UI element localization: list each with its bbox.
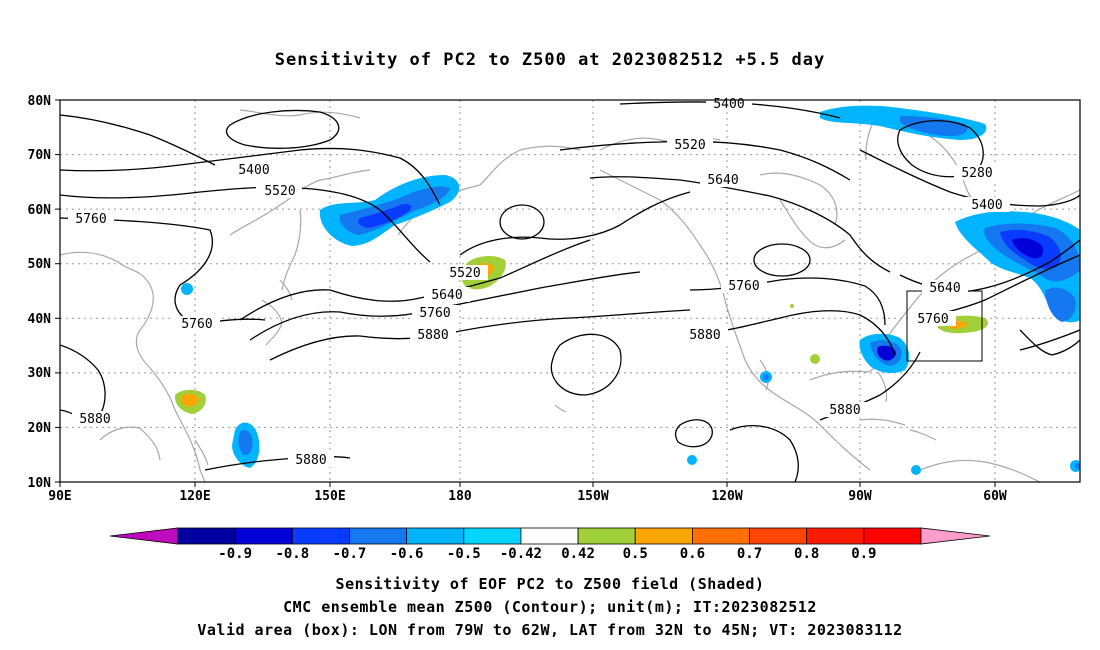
contour-label: 5880	[829, 403, 860, 418]
colorbar-swatch	[749, 527, 808, 545]
contour-label: 5520	[449, 266, 480, 281]
contour-label: 5640	[929, 281, 960, 296]
colorbar-label: -0.8	[275, 546, 309, 562]
lat-label: 20N	[28, 421, 52, 436]
contour-label: 5880	[295, 453, 326, 468]
lon-label: 120W	[711, 489, 742, 504]
colorbar-label: 0.9	[851, 546, 876, 562]
colorbar-swatch	[634, 527, 693, 545]
colorbar-label: 0.8	[794, 546, 819, 562]
colorbar-swatch	[577, 527, 636, 545]
lat-label: 80N	[28, 94, 52, 109]
colorbar-swatch	[234, 527, 293, 545]
contour-label: 5880	[417, 328, 448, 343]
map-title: Sensitivity of PC2 to Z500 at 2023082512…	[274, 50, 826, 70]
contour-label: 5760	[728, 279, 759, 294]
colorbar: -0.9 -0.8 -0.7 -0.6 -0.5 -0.42 0.42 0.5 0.6 0.7 0.…	[109, 527, 991, 562]
colorbar-swatch	[520, 527, 579, 545]
lon-label: 180	[448, 489, 472, 504]
contour-label: 5280	[961, 166, 992, 181]
caption-contour: CMC ensemble mean Z500 (Contour); unit(m…	[283, 598, 817, 616]
contour-label: 5520	[674, 138, 705, 153]
contour-label: 5880	[689, 328, 720, 343]
contour-label: 5760	[419, 306, 450, 321]
colorbar-swatch	[806, 527, 865, 545]
caption-shaded: Sensitivity of EOF PC2 to Z500 field (Sh…	[335, 575, 765, 593]
colorbar-swatch	[291, 527, 350, 545]
latitude-axis: 80N 70N 60N 50N 40N 30N 20N 10N	[28, 94, 60, 491]
lon-label: 120E	[179, 489, 210, 504]
contour-label: 5400	[238, 163, 269, 178]
contour-label: 5760	[75, 212, 106, 227]
lat-label: 60N	[28, 203, 52, 218]
colorbar-label: -0.9	[218, 546, 252, 562]
lat-label: 50N	[28, 257, 52, 272]
lat-label: 70N	[28, 148, 52, 163]
colorbar-swatch	[691, 527, 750, 545]
plot-frame	[59, 99, 1081, 483]
shaded-sensitivity	[174, 105, 1080, 475]
colorbar-arrow-left	[109, 527, 179, 545]
lat-label: 40N	[28, 312, 52, 327]
lat-label: 30N	[28, 366, 52, 381]
colorbar-label: 0.42	[561, 546, 595, 562]
colorbar-swatch	[406, 527, 465, 545]
contour-label: 5760	[917, 312, 948, 327]
contour-label: 5640	[431, 288, 462, 303]
colorbar-label: -0.6	[390, 546, 424, 562]
colorbar-swatch	[863, 527, 922, 545]
longitude-axis: 90E 120E 150E 180 150W 120W 90W 60W	[48, 482, 1007, 504]
contour-label: 5400	[971, 198, 1002, 213]
colorbar-label: -0.5	[447, 546, 481, 562]
lon-label: 90W	[848, 489, 872, 504]
contour-label: 5760	[181, 317, 212, 332]
contour-label: 5520	[264, 184, 295, 199]
contour-label: 5640	[707, 173, 738, 188]
colorbar-swatch	[177, 527, 236, 545]
lon-label: 60W	[983, 489, 1007, 504]
contour-label: 5400	[713, 97, 744, 112]
colorbar-swatch	[349, 527, 408, 545]
colorbar-swatch	[463, 527, 522, 545]
colorbar-label: -0.7	[333, 546, 367, 562]
colorbar-label: 0.7	[737, 546, 762, 562]
lon-label: 90E	[48, 489, 71, 504]
contour-label: 5880	[79, 412, 110, 427]
lon-label: 150E	[314, 489, 345, 504]
caption-valid-area: Valid area (box): LON from 79W to 62W, L…	[197, 621, 903, 639]
lat-label: 10N	[28, 476, 52, 491]
colorbar-label: 0.6	[680, 546, 705, 562]
colorbar-label: 0.5	[623, 546, 648, 562]
colorbar-arrow-right	[920, 527, 991, 545]
lon-label: 150W	[577, 489, 608, 504]
colorbar-label: -0.42	[500, 546, 542, 562]
